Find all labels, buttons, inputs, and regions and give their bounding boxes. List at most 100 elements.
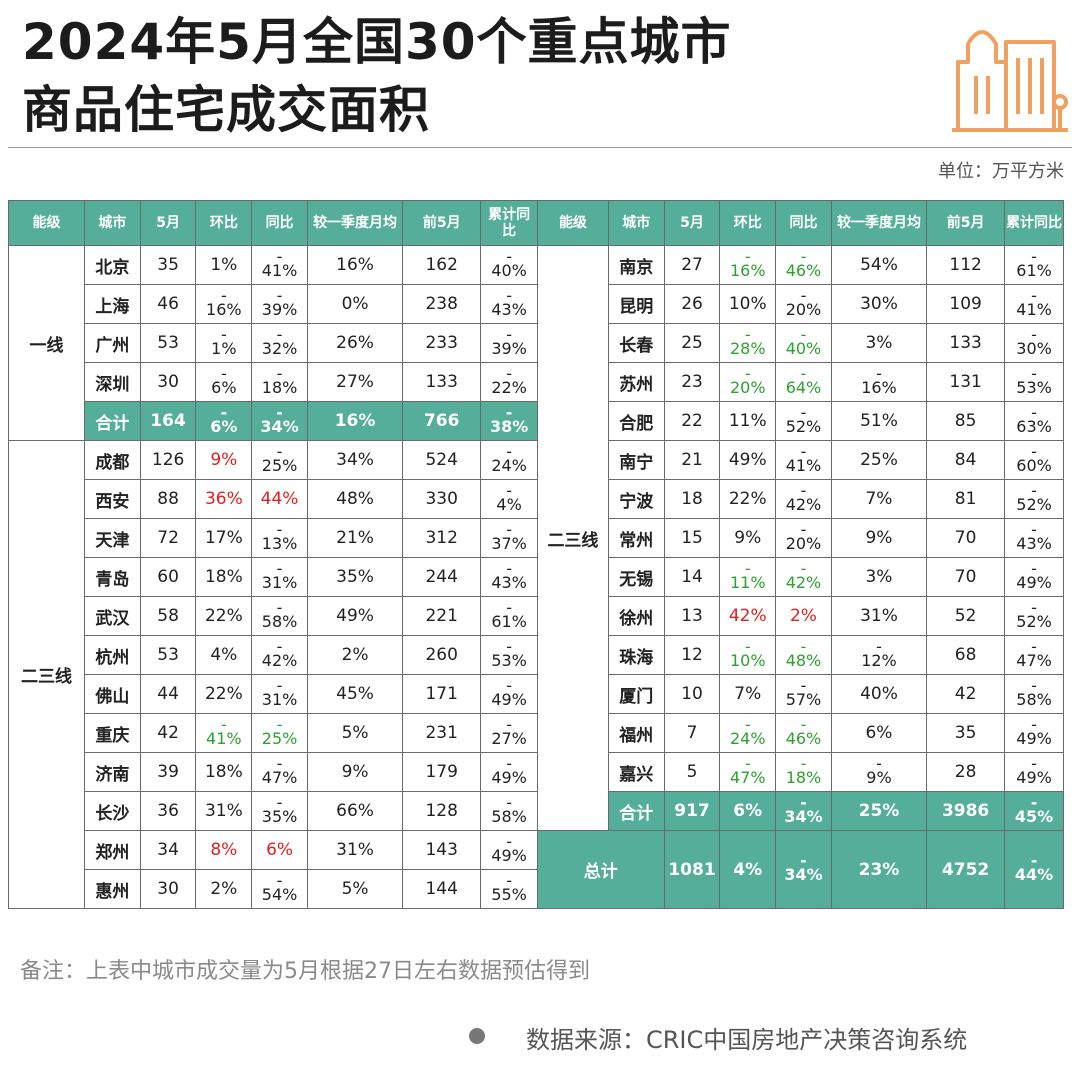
column-header: 能级 [8,200,85,246]
table-row: 西安 88 36% 44% 48% 330 - 4% 宁波 18 22% - 42% 7% 81 - 52… [9,479,1064,519]
cell-value: 766 [423,411,460,431]
city-name: 南宁 [607,440,665,480]
value-may: 30 [139,869,197,909]
value-q1: 51% [830,401,928,441]
value-cum: - 40% [480,245,538,285]
value-mom: 49% [719,440,777,480]
value-yoy: - 41% [775,440,832,480]
cell-value: - 57% [785,675,822,709]
cell-value: 133 [425,372,458,392]
value-ytd: 244 [402,557,482,597]
column-header: 较一季度月均 [830,200,928,246]
value-yoy: - 18% [251,362,308,402]
value-ytd: 260 [402,635,482,675]
cell-value: 46 [157,294,179,314]
table-row: 佛山 44 22% - 31% 45% 171 - 49% 厦门 10 7% - 57% 40% 42 -… [9,674,1064,714]
cell-value: - 41% [785,441,822,475]
value-ytd: 179 [402,752,482,792]
cell-value: 45% [336,684,374,704]
cell-value: 10 [681,684,703,704]
dot-icon [469,1028,485,1044]
value-may: 36 [139,791,197,831]
page-title-line1: 2024年5月全国30个重点城市 [22,13,732,71]
cell-value: 44% [260,489,299,509]
table-row: 青岛 60 18% - 31% 35% 244 - 43% 无锡 14 - 11% - 42% 3% 7… [9,557,1064,597]
cell-value: - 42% [785,480,822,514]
value-yoy: - 40% [775,323,832,363]
value-q1: 0% [306,284,404,324]
cell-value: 35 [157,255,179,275]
value-mom: 6% [719,791,777,831]
cell-value: - 48% [785,636,822,670]
value-yoy: - 35% [251,791,308,831]
cell-value: 238 [425,294,458,314]
cell-value: - 24% [491,441,527,475]
cell-value: - 11% [729,558,766,592]
value-ytd: 233 [402,323,482,363]
value-may: 10 [663,674,721,714]
cell-value: 60 [157,567,179,587]
value-q1: 31% [306,830,404,870]
unit-label: 单位：万平方米 [938,161,1064,182]
value-cum: - 47% [1004,635,1064,675]
cell-value: 35 [954,723,977,743]
value-q1: 30% [830,284,928,324]
value-cum: - 44% [1004,830,1064,909]
value-q1: - 9% [830,752,928,792]
cell-value: 35% [336,567,374,587]
cell-value: 5% [341,723,369,743]
value-yoy: - 47% [251,752,308,792]
cell-value: 221 [425,606,458,626]
cell-value: 郑州 [95,842,130,863]
cell-value: 36% [204,489,243,509]
value-mom: 8% [195,830,253,870]
cell-value: - 46% [785,714,822,748]
cell-value: - 39% [491,324,527,358]
value-mom: - 10% [719,635,777,675]
value-yoy: - 13% [251,518,308,558]
cell-value: 3% [865,567,893,587]
value-cum: - 49% [1004,752,1064,792]
tier-label: 二三线 [536,245,609,831]
cell-value: 较一季度月均 [836,215,921,231]
value-may: 72 [139,518,197,558]
value-mom: - 20% [719,362,777,402]
table-row: 郑州 34 8% 6% 31% 143 - 49% 总计 1081 4% - 34% 23% 4752 -… [9,830,1064,909]
value-mom: 31% [195,791,253,831]
value-yoy: - 54% [251,869,308,909]
cell-value: - 44% [1014,851,1054,884]
column-header: 同比 [775,200,832,246]
cell-value: - 43% [491,285,527,319]
value-ytd: 52 [926,596,1006,636]
value-mom: 22% [719,479,777,519]
cell-value: - 46% [785,246,822,280]
cell-value: 前5月 [946,215,985,231]
cell-value: 西安 [95,491,130,512]
cell-value: 21 [681,450,703,470]
value-q1: 5% [306,869,404,909]
table-row: 长沙 36 31% - 35% 66% 128 - 58% 合计 917 6% - 34% 25% 39… [9,791,1064,831]
cell-value: 1% [210,255,238,275]
column-header: 累计同比 [480,200,538,246]
cell-value: - 32% [261,324,298,358]
cell-value: 126 [151,450,185,470]
cell-value: 112 [949,255,982,275]
value-yoy: - 25% [251,440,308,480]
value-yoy: - 39% [251,284,308,324]
table-row: 惠州 30 2% - 54% 5% 144 - 55% [9,869,1064,909]
value-mom: 1% [195,245,253,285]
value-mom: 4% [195,635,253,675]
value-may: 13 [663,596,721,636]
cell-value: 917 [674,801,710,821]
cell-value: - 60% [1016,441,1052,475]
value-may: 35 [139,245,197,285]
cell-value: 4% [210,645,238,665]
cell-value: 22% [204,606,243,626]
cell-value: 天津 [95,530,130,551]
cell-value: 31% [204,801,243,821]
value-may: 30 [139,362,197,402]
value-cum: - 53% [480,635,538,675]
cell-value: 85 [954,411,977,431]
value-ytd: 238 [402,284,482,324]
value-may: 44 [139,674,197,714]
